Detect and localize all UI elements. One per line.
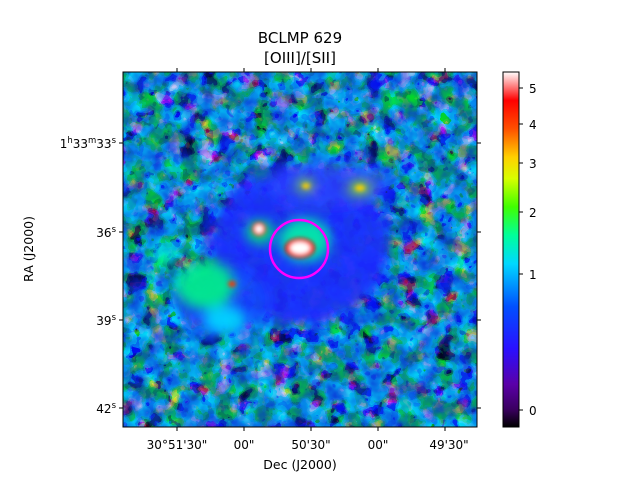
colorbar-tick-labels: 0 1 2 3 4 5 bbox=[529, 82, 537, 418]
y-tick-label: 39s bbox=[96, 313, 116, 328]
colorbar-tick-label: 2 bbox=[529, 206, 537, 220]
figure-subtitle: [OIII]/[SII] bbox=[264, 49, 336, 67]
x-tick-label: 00" bbox=[368, 438, 389, 452]
y-ticks bbox=[119, 142, 481, 409]
y-axis-label: RA (J2000) bbox=[21, 216, 36, 282]
map-image bbox=[123, 72, 477, 427]
colorbar-tick-label: 1 bbox=[529, 268, 537, 282]
y-tick-label: 1h33m33s bbox=[60, 136, 117, 151]
y-tick-label: 36s bbox=[96, 225, 116, 240]
colorbar-tick-label: 3 bbox=[529, 157, 537, 171]
colorbar-gradient bbox=[502, 71, 520, 428]
colorbar-tick-label: 5 bbox=[529, 82, 537, 96]
y-tick-label: 42s bbox=[96, 401, 116, 416]
filament-halo bbox=[151, 179, 372, 334]
x-tick-labels: 30°51'30" 00" 50'30" 00" 49'30" bbox=[147, 438, 469, 452]
x-tick-label: 00" bbox=[234, 438, 255, 452]
figure-title: BCLMP 629 bbox=[258, 29, 342, 47]
x-tick-label: 49'30" bbox=[429, 438, 468, 452]
colorbar: 0 1 2 3 4 5 bbox=[502, 71, 537, 428]
aperture-circle bbox=[268, 218, 330, 280]
colorbar-ticks bbox=[519, 87, 523, 411]
x-tick-label: 50'30" bbox=[291, 438, 330, 452]
bright-knots bbox=[228, 183, 365, 287]
x-axis-label: Dec (J2000) bbox=[263, 457, 336, 472]
x-tick-label: 30°51'30" bbox=[147, 438, 208, 452]
axes-frame bbox=[122, 71, 478, 428]
colorbar-tick-label: 4 bbox=[529, 118, 537, 132]
x-ticks bbox=[176, 68, 446, 431]
y-tick-labels: 1h33m33s 36s 39s 42s bbox=[60, 136, 117, 416]
colorbar-tick-label: 0 bbox=[529, 404, 537, 418]
